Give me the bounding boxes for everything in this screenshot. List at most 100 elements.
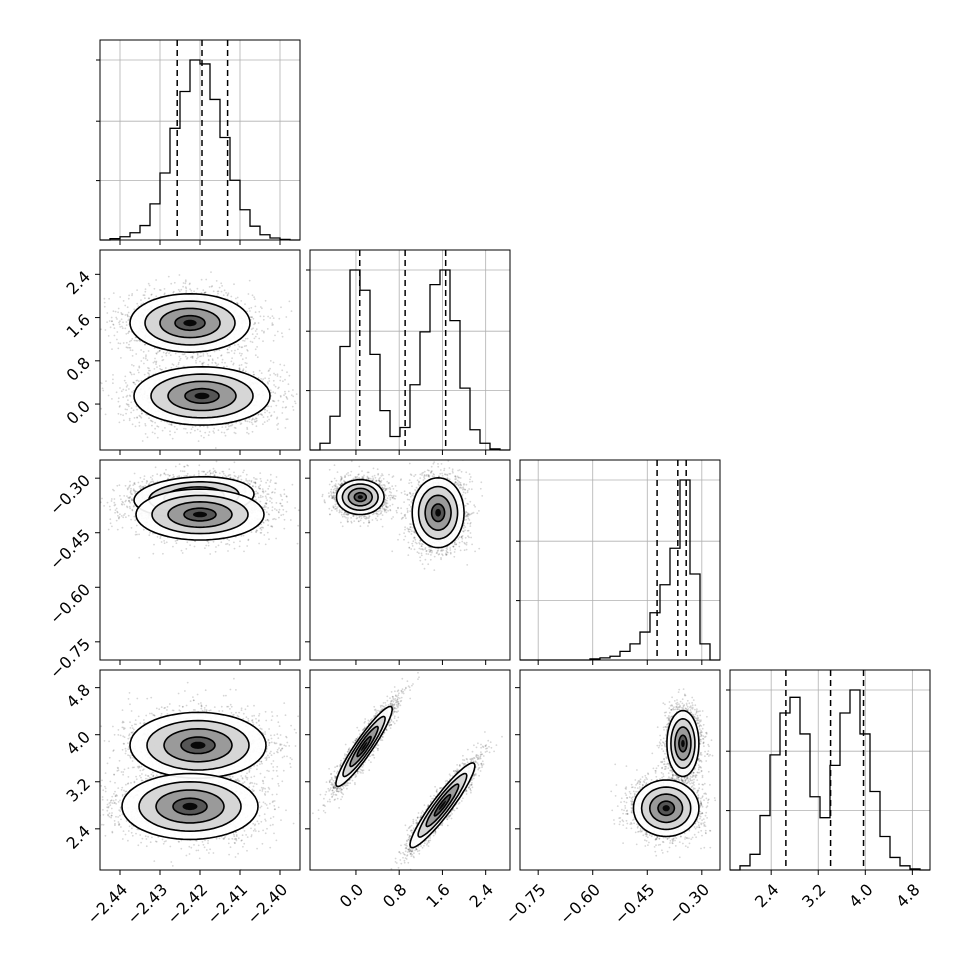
scatter-point (238, 420, 241, 423)
scatter-point (261, 414, 264, 417)
scatter-point (154, 427, 157, 430)
scatter-point (159, 349, 161, 352)
scatter-point (163, 288, 166, 290)
scatter-point (254, 330, 257, 332)
scatter-point (124, 304, 127, 307)
scatter-point (144, 297, 146, 300)
scatter-point (241, 352, 243, 355)
scatter-point (133, 472, 136, 475)
scatter-point (136, 339, 139, 342)
scatter-point (103, 297, 106, 300)
scatter-point (117, 347, 120, 350)
scatter-point (284, 427, 287, 429)
scatter-point (162, 351, 165, 354)
scatter-point (170, 423, 172, 426)
histogram-panel-3 (726, 670, 930, 871)
scatter-point (139, 415, 142, 418)
scatter-point (110, 316, 113, 319)
scatter-point (133, 373, 136, 376)
scatter-point (226, 293, 229, 296)
scatter-point (232, 362, 235, 365)
scatter-point (118, 323, 121, 326)
scatter-point (230, 295, 233, 298)
scatter-point (136, 416, 139, 419)
scatter-point (272, 399, 274, 402)
scatter-point (209, 355, 212, 357)
scatter-point (128, 394, 131, 397)
scatter-point (279, 395, 282, 398)
scatter-point (175, 365, 178, 368)
scatter-point (233, 352, 236, 355)
scatter-point (251, 333, 254, 336)
scatter-point (113, 334, 116, 337)
scatter-point (260, 378, 262, 380)
scatter-point (125, 341, 128, 344)
scatter-point (114, 509, 117, 511)
scatter-point (145, 355, 147, 358)
scatter-point (190, 428, 193, 431)
scatter-point (142, 357, 145, 359)
scatter-point (191, 357, 194, 359)
scatter-point (283, 364, 286, 367)
scatter-point (151, 420, 154, 423)
scatter-point (163, 292, 166, 295)
scatter-point (274, 392, 277, 394)
scatter-point (125, 389, 127, 392)
scatter-point (226, 348, 229, 351)
scatter-point (203, 292, 206, 294)
scatter-point (234, 349, 236, 352)
histogram-frame-2 (519, 459, 721, 661)
scatter-point (97, 409, 99, 411)
scatter-point (127, 311, 130, 314)
scatter-point (254, 322, 256, 325)
scatter-point (165, 351, 168, 354)
scatter-point (174, 352, 177, 355)
scatter-point (160, 368, 163, 371)
scatter-point (158, 289, 161, 291)
scatter-point (146, 359, 149, 362)
scatter-point (222, 294, 225, 297)
scatter-point (189, 431, 192, 434)
tick-marks (95, 273, 281, 455)
scatter-point (194, 429, 196, 432)
scatter-point (185, 289, 188, 292)
scatter-point (267, 315, 269, 318)
scatter-point (207, 359, 210, 362)
scatter-point (137, 380, 140, 383)
scatter-point (196, 352, 199, 355)
scatter-point (178, 359, 181, 362)
scatter-point (226, 428, 228, 431)
scatter-point (281, 412, 284, 414)
scatter-point (277, 422, 280, 425)
scatter-point (150, 293, 153, 296)
scatter-point (120, 357, 122, 359)
scatter-point (127, 388, 130, 390)
scatter-point (252, 317, 255, 320)
scatter-point (239, 423, 242, 426)
scatter-point (264, 299, 267, 302)
scatter-point (184, 279, 187, 282)
histogram-panel-1 (306, 250, 510, 451)
scatter-point (248, 421, 251, 423)
scatter-point (126, 346, 129, 349)
scatter-point (178, 290, 181, 293)
scatter-point (134, 383, 137, 386)
scatter-point (266, 416, 269, 418)
scatter-point (214, 447, 217, 449)
scatter-point (280, 306, 282, 309)
scatter-point (131, 294, 133, 297)
scatter-point (223, 289, 226, 292)
scatter-point (143, 373, 146, 376)
scatter-point (235, 297, 237, 300)
scatter-point (131, 391, 133, 393)
scatter-point (221, 426, 224, 428)
scatter-point (126, 313, 129, 316)
scatter-point (123, 419, 125, 422)
scatter-point (202, 355, 205, 357)
scatter-point (208, 286, 211, 288)
scatter-point (117, 412, 120, 415)
scatter-point (140, 303, 143, 306)
scatter-point (224, 434, 227, 437)
scatter-point (233, 283, 235, 286)
